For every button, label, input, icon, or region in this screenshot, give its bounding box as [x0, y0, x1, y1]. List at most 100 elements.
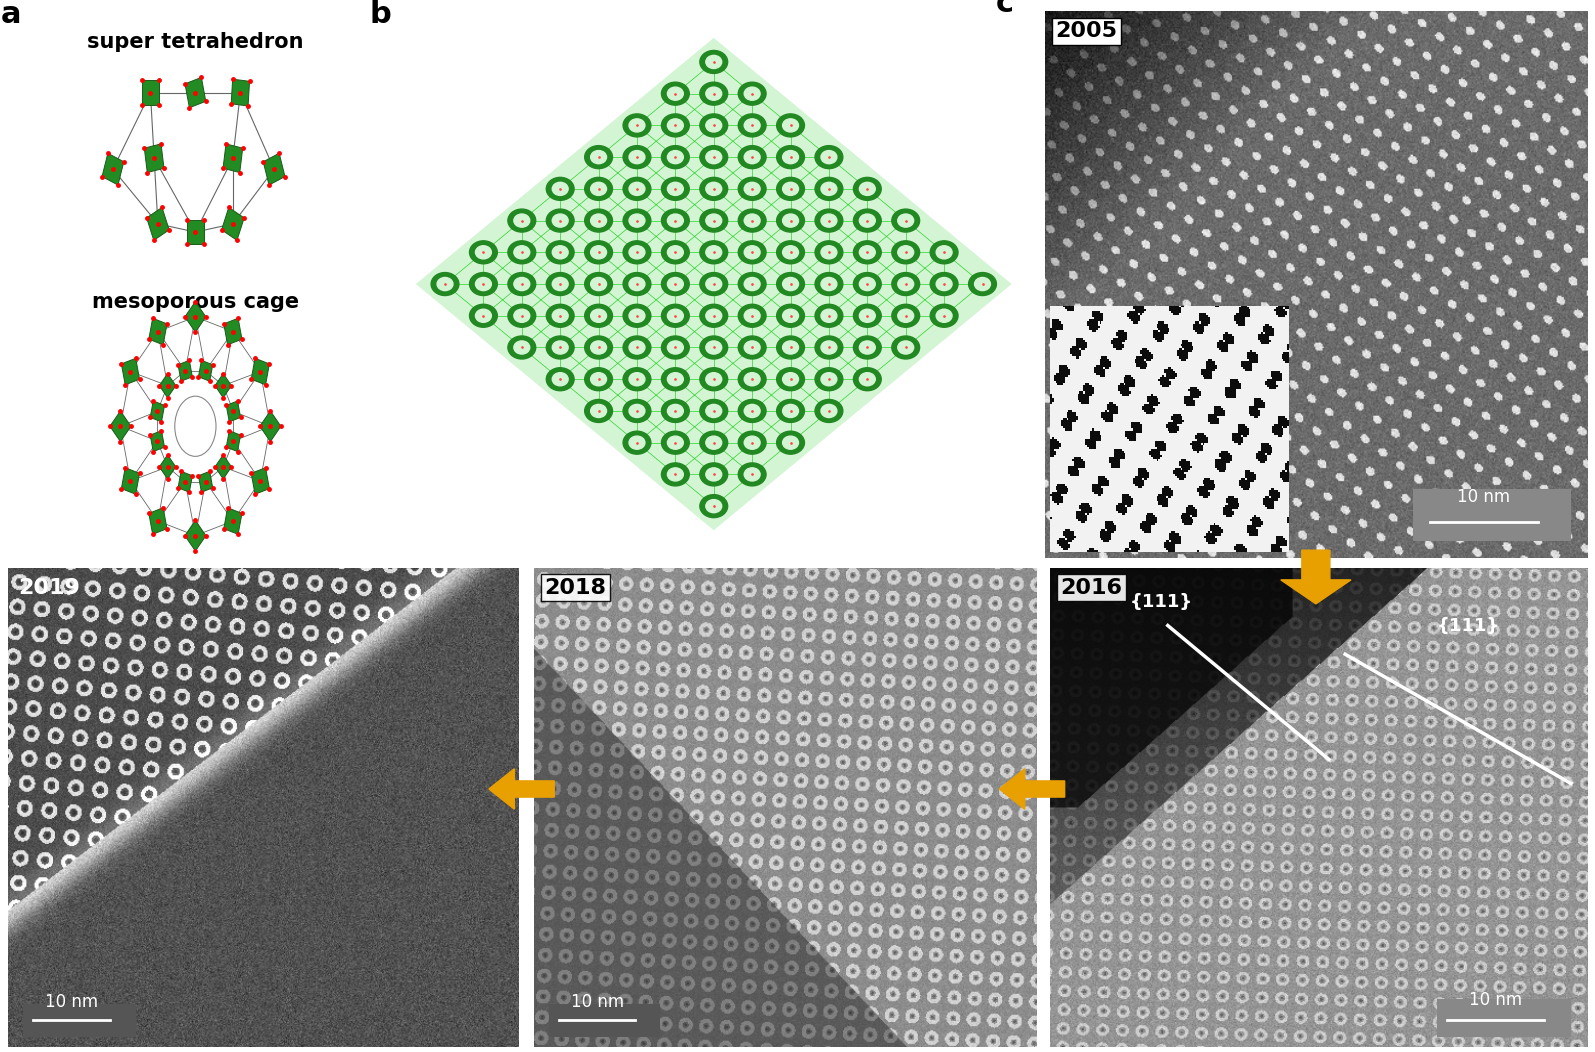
Circle shape — [552, 182, 568, 196]
Circle shape — [667, 182, 683, 196]
Polygon shape — [226, 401, 241, 422]
Circle shape — [624, 304, 651, 327]
Circle shape — [585, 336, 612, 359]
Circle shape — [853, 304, 880, 327]
Circle shape — [853, 209, 880, 232]
Circle shape — [547, 178, 574, 200]
Circle shape — [898, 341, 914, 355]
Circle shape — [700, 50, 727, 74]
Circle shape — [738, 209, 766, 232]
Circle shape — [783, 278, 799, 290]
Circle shape — [783, 437, 799, 449]
Circle shape — [783, 341, 799, 355]
Circle shape — [738, 241, 766, 264]
Circle shape — [662, 336, 689, 359]
Circle shape — [547, 209, 574, 232]
Circle shape — [700, 272, 727, 296]
Text: 2019: 2019 — [18, 578, 80, 598]
Circle shape — [707, 246, 721, 259]
Text: 2016: 2016 — [1061, 578, 1123, 598]
Circle shape — [860, 246, 876, 259]
Circle shape — [777, 145, 804, 168]
Circle shape — [853, 368, 880, 390]
Circle shape — [662, 178, 689, 200]
Circle shape — [624, 400, 651, 423]
Circle shape — [700, 336, 727, 359]
Circle shape — [624, 336, 651, 359]
Circle shape — [898, 278, 914, 290]
Text: c: c — [995, 0, 1014, 18]
Circle shape — [552, 246, 568, 259]
Polygon shape — [179, 471, 193, 492]
Polygon shape — [222, 207, 244, 240]
Circle shape — [815, 145, 842, 168]
Circle shape — [930, 304, 959, 327]
Circle shape — [514, 214, 530, 227]
Circle shape — [700, 431, 727, 454]
Circle shape — [853, 241, 880, 264]
Circle shape — [507, 241, 536, 264]
Polygon shape — [416, 38, 1011, 530]
Circle shape — [628, 278, 644, 290]
Polygon shape — [185, 302, 206, 332]
Circle shape — [590, 309, 606, 322]
Circle shape — [552, 309, 568, 322]
Polygon shape — [179, 361, 193, 381]
Circle shape — [624, 145, 651, 168]
Circle shape — [821, 246, 837, 259]
Circle shape — [738, 304, 766, 327]
Circle shape — [821, 214, 837, 227]
Circle shape — [707, 404, 721, 418]
Circle shape — [700, 82, 727, 105]
FancyBboxPatch shape — [549, 1004, 660, 1037]
Circle shape — [892, 272, 920, 296]
Circle shape — [930, 241, 959, 264]
Polygon shape — [110, 411, 131, 442]
Polygon shape — [148, 508, 167, 534]
Circle shape — [700, 400, 727, 423]
Circle shape — [628, 341, 644, 355]
Circle shape — [707, 150, 721, 164]
Circle shape — [707, 500, 721, 512]
Circle shape — [738, 463, 766, 486]
Circle shape — [892, 209, 920, 232]
Circle shape — [936, 278, 952, 290]
Circle shape — [783, 246, 799, 259]
Circle shape — [590, 150, 606, 164]
Circle shape — [700, 209, 727, 232]
Circle shape — [707, 278, 721, 290]
Text: 2005: 2005 — [1056, 21, 1118, 41]
Circle shape — [667, 468, 683, 481]
FancyArrow shape — [998, 769, 1065, 809]
Circle shape — [745, 214, 761, 227]
Circle shape — [585, 272, 612, 296]
Circle shape — [738, 336, 766, 359]
Polygon shape — [185, 521, 206, 551]
Circle shape — [585, 400, 612, 423]
FancyBboxPatch shape — [1413, 489, 1571, 541]
Circle shape — [745, 309, 761, 322]
Circle shape — [700, 368, 727, 390]
Circle shape — [552, 341, 568, 355]
Circle shape — [777, 431, 804, 454]
Polygon shape — [121, 359, 139, 385]
Polygon shape — [215, 373, 231, 398]
Circle shape — [815, 304, 842, 327]
Circle shape — [475, 246, 491, 259]
Circle shape — [815, 178, 842, 200]
Circle shape — [514, 278, 530, 290]
Circle shape — [624, 209, 651, 232]
Circle shape — [667, 404, 683, 418]
Circle shape — [628, 182, 644, 196]
Circle shape — [783, 404, 799, 418]
Circle shape — [667, 278, 683, 290]
Circle shape — [469, 272, 498, 296]
Circle shape — [547, 336, 574, 359]
Circle shape — [547, 241, 574, 264]
Circle shape — [815, 368, 842, 390]
Circle shape — [898, 214, 914, 227]
Circle shape — [590, 404, 606, 418]
Polygon shape — [148, 319, 167, 345]
Circle shape — [552, 214, 568, 227]
Circle shape — [507, 336, 536, 359]
